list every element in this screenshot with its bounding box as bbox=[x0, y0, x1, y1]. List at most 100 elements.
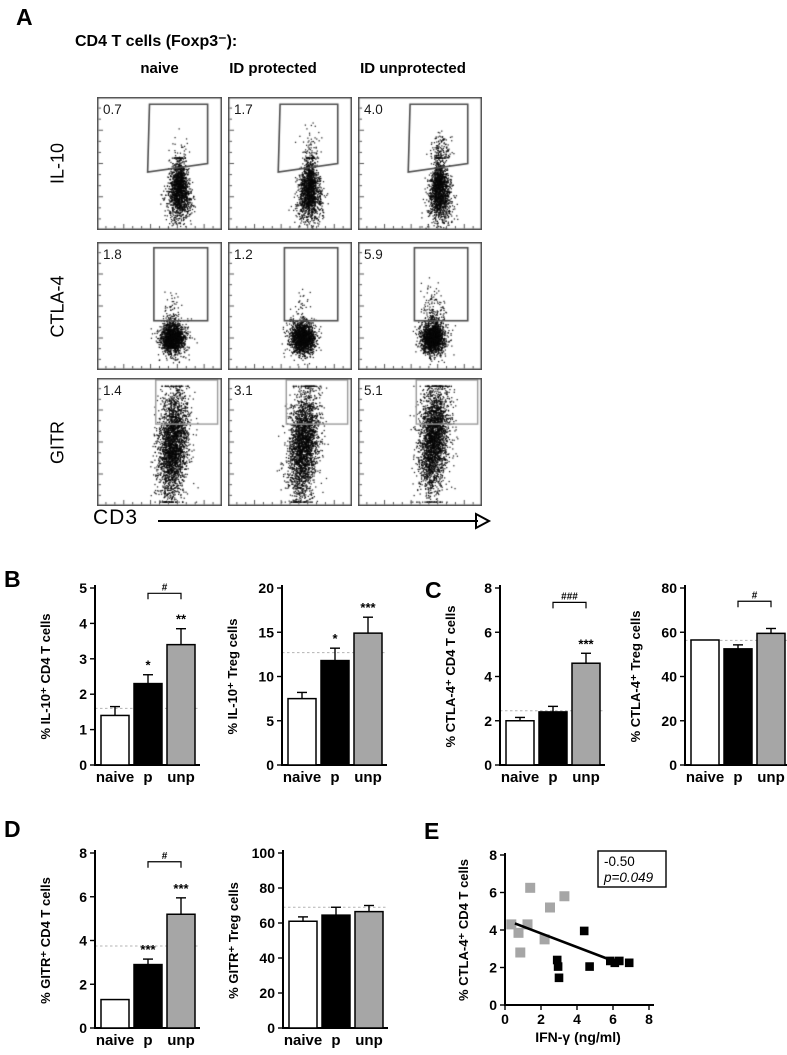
y-tick-label: 4 bbox=[79, 615, 87, 631]
data-point bbox=[554, 973, 564, 983]
flow-title: CD4 T cells (Foxp3⁻): bbox=[75, 33, 238, 50]
y-axis-label: % GITR⁺ Treg cells bbox=[226, 882, 241, 999]
category-label: naive bbox=[284, 1032, 322, 1049]
panel-a-label: A bbox=[16, 4, 33, 30]
y-axis-label: % IL-10⁺ Treg cells bbox=[225, 619, 240, 735]
gate-percentage: 1.8 bbox=[103, 247, 122, 262]
bar-p bbox=[538, 711, 568, 766]
bar-chart-ctla4-treg: 0 20 40 60 80 naive p unp # % CTLA-4⁺ Treg cells bbox=[620, 578, 787, 801]
y-tick-label: 5 bbox=[266, 713, 274, 729]
y-tick-label: 4 bbox=[484, 669, 492, 685]
flow-row-label-il10: IL-10 bbox=[47, 142, 68, 185]
data-point bbox=[585, 962, 594, 971]
significance-label: * bbox=[332, 631, 338, 646]
y-tick-label: 0 bbox=[267, 1020, 275, 1036]
bar-chart-gitr-treg: 0 20 40 60 80 100 naive p unp % GITR⁺ Treg cells bbox=[218, 845, 389, 1055]
trend-line bbox=[514, 922, 617, 964]
significance-bracket: # bbox=[737, 590, 772, 608]
y-tick-label: 2 bbox=[484, 713, 492, 729]
category-label: unp bbox=[757, 769, 785, 786]
y-tick-label: 6 bbox=[79, 889, 87, 905]
flow-plot-ctla4-protected bbox=[228, 242, 352, 370]
flow-column-header-unprotected: ID unprotected bbox=[360, 60, 466, 77]
bar-chart-svg: 0 20 40 60 80 100 naive p unp % GITR⁺ Treg cells bbox=[226, 845, 389, 1049]
error-bar bbox=[143, 958, 153, 965]
category-label: naive bbox=[96, 769, 134, 786]
data-point bbox=[506, 919, 517, 930]
error-bar bbox=[331, 906, 341, 916]
flow-plot-il10-protected bbox=[228, 97, 352, 230]
stats-annotation: -0.50p=0.049 bbox=[597, 850, 667, 888]
flow-plot-il10-naive bbox=[97, 97, 222, 230]
category-label: unp bbox=[167, 769, 195, 786]
data-point bbox=[513, 927, 524, 938]
data-point bbox=[545, 902, 555, 913]
bar-p bbox=[321, 914, 351, 1029]
error-bar bbox=[143, 674, 153, 684]
category-label: p bbox=[143, 1032, 152, 1049]
y-tick-label: 0 bbox=[79, 757, 87, 773]
gate-percentage: 5.9 bbox=[364, 247, 383, 262]
svg-text:#: # bbox=[162, 582, 168, 593]
flow-plot-gitr-naive bbox=[97, 378, 222, 506]
series-id-unprotected bbox=[506, 882, 570, 958]
flow-plot-gitr-unprotected bbox=[358, 378, 482, 506]
bar-naive bbox=[288, 920, 318, 1029]
gate-percentage: 5.1 bbox=[364, 383, 383, 398]
y-tick-label: 2 bbox=[79, 976, 87, 992]
bar-unp bbox=[354, 910, 384, 1029]
data-point bbox=[515, 947, 526, 958]
bar-chart-svg: 0 5 10 15 20 naive * p *** unp % IL-10⁺ Treg cells bbox=[225, 580, 388, 786]
y-tick-label: 0 bbox=[266, 757, 274, 773]
bar-naive bbox=[100, 998, 130, 1029]
x-tick-label: 2 bbox=[537, 1011, 545, 1027]
bar-naive bbox=[287, 697, 317, 766]
panel-b-label: B bbox=[4, 566, 21, 592]
flow-plot-ctla4-naive bbox=[97, 242, 222, 370]
y-tick-label: 0 bbox=[484, 757, 492, 773]
significance-bracket: # bbox=[147, 582, 182, 600]
svg-text:#: # bbox=[162, 851, 168, 862]
gate-percentage: 1.7 bbox=[234, 102, 253, 117]
x-tick-label: 4 bbox=[573, 1011, 581, 1027]
y-tick-label: 8 bbox=[79, 845, 87, 861]
x-tick-label: 6 bbox=[609, 1011, 617, 1027]
error-bar bbox=[176, 628, 186, 645]
data-point bbox=[559, 891, 570, 902]
y-axis-label: % CTLA-4⁺ Treg cells bbox=[628, 611, 643, 743]
error-bar bbox=[548, 705, 558, 712]
y-axis-label: % CTLA-4⁺ CD4 T cells bbox=[456, 859, 471, 1001]
flow-x-axis-label: CD3 bbox=[93, 506, 139, 529]
significance-label: *** bbox=[360, 600, 376, 615]
bar-naive bbox=[690, 639, 720, 766]
category-label: p bbox=[330, 769, 339, 786]
y-tick-label: 15 bbox=[258, 624, 274, 640]
bar-p bbox=[320, 659, 350, 766]
y-tick-label: 4 bbox=[489, 922, 497, 938]
panel-e-label: E bbox=[424, 818, 440, 844]
panel-d-label: D bbox=[4, 816, 21, 842]
error-bar bbox=[766, 627, 776, 634]
error-bar bbox=[176, 897, 186, 915]
bar-chart-ctla4-cd4: 0 2 4 6 8 naive p *** unp ### % CTLA-4⁺ CD4 T cell… bbox=[435, 578, 606, 801]
bar-chart-svg: 0 20 40 60 80 naive p unp # % CTLA-4⁺ Treg cells bbox=[628, 580, 787, 786]
bar-chart-svg: 0 2 4 6 8 naive *** p *** unp # % GITR⁺ CD4 T cells bbox=[38, 845, 201, 1049]
category-label: naive bbox=[501, 769, 539, 786]
flow-plot-gitr-protected bbox=[228, 378, 352, 506]
y-axis-label: % IL-10⁺ CD4 T cells bbox=[38, 613, 53, 739]
error-bar bbox=[733, 644, 743, 649]
bar-unp bbox=[166, 643, 196, 766]
x-tick-label: 8 bbox=[645, 1011, 653, 1027]
significance-label: *** bbox=[173, 881, 189, 896]
y-tick-label: 6 bbox=[489, 885, 497, 901]
svg-text:-0.50: -0.50 bbox=[604, 854, 635, 869]
significance-label: *** bbox=[140, 942, 156, 957]
y-tick-label: 0 bbox=[79, 1020, 87, 1036]
bar-chart-il10-cd4: 0 1 2 3 4 5 naive * p ** unp # % IL-10⁺ CD4 T cells bbox=[30, 578, 201, 801]
y-tick-label: 5 bbox=[79, 580, 87, 596]
scatter-svg: 0 2 4 6 8 0 2 4 6 8 -0.50p=0.049 IFN-γ (ng/ml) % CTL… bbox=[456, 847, 667, 1045]
y-tick-label: 80 bbox=[661, 580, 677, 596]
data-point bbox=[553, 962, 563, 971]
gate-percentage: 4.0 bbox=[364, 102, 383, 117]
y-tick-label: 20 bbox=[661, 713, 677, 729]
